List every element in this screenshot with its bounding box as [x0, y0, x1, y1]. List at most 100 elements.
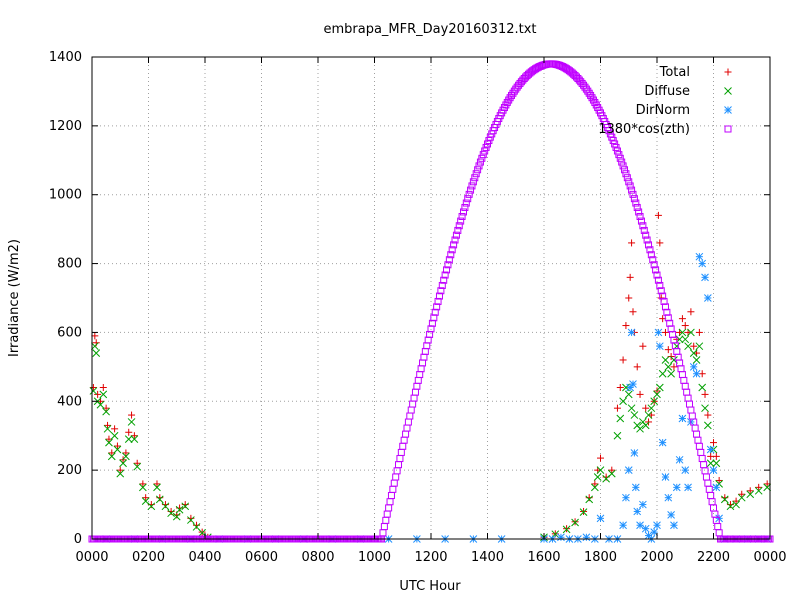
data-point: [636, 212, 644, 220]
data-point: [657, 287, 665, 295]
data-point: [455, 222, 463, 230]
data-point: [672, 483, 681, 492]
data-point: [103, 424, 112, 433]
data-point: [478, 154, 486, 162]
data-point: [625, 294, 633, 302]
y-tick-label: 400: [57, 394, 82, 409]
data-point: [619, 356, 627, 364]
data-point: [630, 195, 638, 203]
data-point: [681, 335, 690, 344]
data-point: [636, 390, 644, 398]
data-point: [659, 292, 667, 300]
data-point: [89, 384, 97, 392]
data-point: [619, 162, 627, 170]
data-point: [650, 261, 658, 269]
data-point: [107, 452, 116, 461]
data-point: [613, 404, 621, 412]
data-point: [670, 363, 678, 371]
data-point: [102, 407, 110, 416]
legend-label: Diffuse: [644, 84, 690, 99]
y-tick-label: 800: [57, 257, 82, 272]
data-point: [613, 147, 621, 155]
data-point: [119, 459, 127, 468]
data-point: [172, 512, 181, 521]
data-point: [629, 190, 637, 198]
data-point: [557, 533, 565, 542]
data-point: [692, 356, 701, 364]
data-point: [438, 281, 446, 289]
data-point: [616, 414, 625, 423]
data-point: [155, 495, 164, 504]
x-tick-label: 0000: [75, 550, 108, 565]
data-point: [689, 349, 698, 357]
data-point: [167, 509, 175, 518]
data-point: [624, 390, 633, 399]
data-point: [110, 431, 119, 440]
y-tick-label: 600: [57, 325, 82, 340]
data-point: [652, 266, 660, 274]
data-point: [641, 524, 650, 533]
data-point: [161, 502, 170, 511]
data-point: [596, 466, 605, 474]
data-point: [562, 525, 571, 534]
data-point: [653, 271, 661, 279]
data-point: [644, 411, 653, 419]
data-point: [451, 236, 459, 244]
legend-marker: [724, 125, 732, 133]
data-point: [89, 387, 98, 395]
data-point: [709, 466, 718, 474]
data-point: [147, 502, 156, 511]
data-point: [452, 231, 460, 239]
data-point: [96, 400, 105, 409]
data-point: [116, 466, 124, 474]
data-point: [612, 143, 620, 151]
data-point: [435, 292, 443, 300]
data-point: [99, 390, 108, 399]
data-point: [649, 256, 657, 264]
x-tick-label: 1400: [471, 550, 504, 565]
data-point: [465, 190, 473, 198]
data-point: [635, 208, 643, 216]
data-point: [650, 397, 659, 406]
data-point: [703, 294, 712, 302]
data-point: [687, 308, 695, 316]
data-point: [641, 421, 650, 430]
legend-label: Total: [659, 65, 690, 80]
data-point: [646, 246, 654, 254]
data-point: [440, 276, 448, 284]
data-point: [633, 363, 641, 371]
data-point: [681, 466, 690, 474]
data-point: [630, 411, 639, 419]
data-point: [153, 483, 161, 492]
data-point: [629, 380, 637, 388]
data-point: [104, 421, 112, 429]
data-point: [647, 404, 656, 413]
data-point: [656, 281, 664, 289]
data-point: [655, 383, 664, 392]
data-point: [754, 486, 763, 495]
legend-marker: [724, 106, 732, 114]
plot-frame: [91, 56, 771, 540]
data-point: [122, 449, 130, 457]
data-point: [701, 390, 709, 398]
data-point: [654, 328, 663, 337]
data-point: [125, 428, 133, 436]
data-point: [661, 303, 669, 311]
data-point: [732, 500, 740, 509]
data-point: [613, 431, 622, 440]
data-point: [607, 469, 616, 478]
data-point: [692, 369, 701, 378]
data-point: [645, 241, 653, 249]
data-point: [639, 222, 647, 230]
data-point: [687, 328, 695, 337]
data-point: [590, 483, 599, 492]
data-point: [626, 182, 634, 190]
data-point: [684, 483, 692, 492]
data-point: [175, 505, 184, 514]
data-point: [596, 514, 605, 523]
data-point: [678, 315, 686, 323]
data-point: [124, 435, 133, 444]
data-point: [468, 182, 476, 190]
data-point: [458, 212, 466, 220]
